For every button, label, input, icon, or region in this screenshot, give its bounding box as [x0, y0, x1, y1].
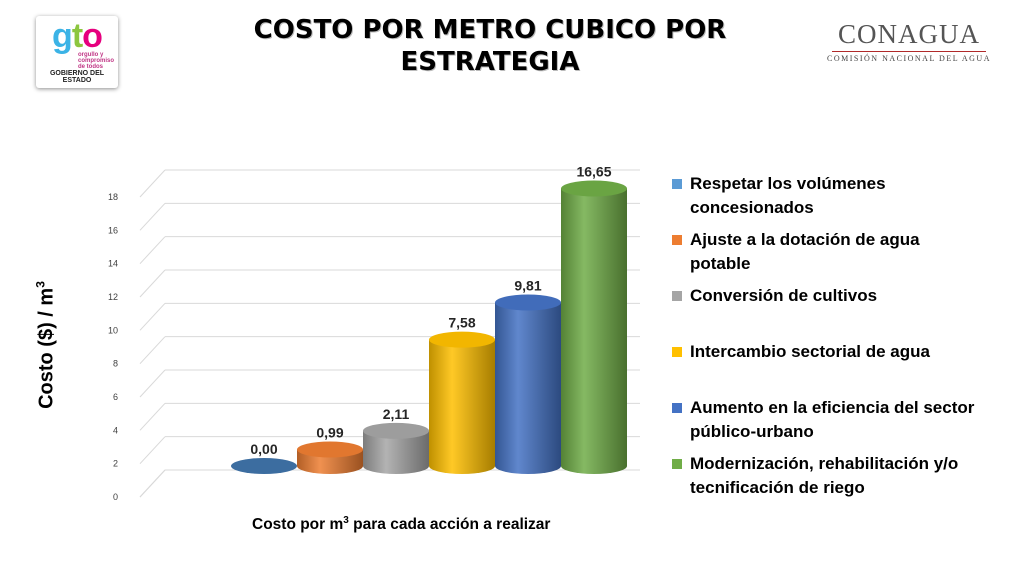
- legend-swatch: [672, 235, 682, 245]
- y-tick-label: 4: [113, 425, 118, 435]
- legend-label-line1: Modernización, rehabilitación y/o: [690, 454, 959, 473]
- gto-logo-wordmark: gto: [52, 17, 103, 55]
- chart-bar: [561, 180, 627, 474]
- legend-label-line2: potable: [690, 254, 751, 273]
- y-tick-label: 10: [108, 325, 118, 335]
- legend-label-line1: Aumento en la eficiencia del sector: [690, 398, 975, 417]
- conagua-logo-subtitle: COMISIÓN NACIONAL DEL AGUA: [827, 54, 991, 63]
- y-tick-label: 14: [108, 259, 118, 269]
- legend-label-line1: Ajuste a la dotación de agua: [690, 230, 920, 249]
- legend-label: Aumento en la eficiencia del sector públi…: [690, 396, 1010, 444]
- gto-logo-tagline: orgullo y compromiso de todos: [78, 52, 115, 70]
- legend-label-line1: Respetar los volúmenes: [690, 174, 886, 193]
- bar-body: [429, 339, 495, 474]
- y-tick-label: 18: [108, 192, 118, 202]
- bar-value-label: 7,58: [448, 315, 475, 331]
- gridline-side: [139, 436, 166, 465]
- bar-value-label: 0,99: [316, 425, 343, 441]
- legend-label-line1: Conversión de cultivos: [690, 286, 878, 305]
- legend-swatch: [672, 179, 682, 189]
- conagua-logo: CONAGUA COMISIÓN NACIONAL DEL AGUA: [824, 18, 994, 68]
- page-title-line2: ESTRATEGIA: [400, 47, 580, 77]
- gto-logo: gto orgullo y compromiso de todos GOBIER…: [36, 16, 118, 88]
- y-tick-label: 16: [108, 225, 118, 235]
- chart-bar: [429, 331, 495, 474]
- legend-swatch: [672, 403, 682, 413]
- bar-value-label: 0,00: [250, 441, 277, 457]
- y-axis-title: Costo ($) / m3: [33, 281, 58, 409]
- chart-bars: [231, 180, 627, 474]
- conagua-logo-divider: [832, 51, 986, 52]
- bar-body: [363, 430, 429, 474]
- legend-swatch: [672, 291, 682, 301]
- page-title: COSTO POR METRO CUBICO POR ESTRATEGIA: [190, 14, 790, 78]
- bar-body: [495, 302, 561, 474]
- bar-value-label: 9,81: [514, 278, 541, 294]
- y-tick-label: 12: [108, 292, 118, 302]
- gridline-side: [139, 402, 166, 431]
- legend-label-line1: Intercambio sectorial de agua: [690, 342, 930, 361]
- bar-top: [429, 331, 495, 348]
- legend-label: Respetar los volúmenes concesionados: [690, 172, 1010, 220]
- y-tick-label: 8: [113, 359, 118, 369]
- floor-edge: [139, 469, 166, 498]
- chart-bar: [363, 422, 429, 474]
- chart-bar: [495, 294, 561, 474]
- chart-bar: [231, 458, 297, 474]
- page-title-line1: COSTO POR METRO CUBICO POR: [253, 15, 727, 45]
- chart-bar: [297, 441, 363, 474]
- bar-top: [297, 441, 363, 458]
- gridline-side: [139, 236, 166, 265]
- bar-value-label: 16,65: [576, 164, 611, 180]
- gto-logo-subtitle: GOBIERNO DEL ESTADO: [49, 70, 105, 84]
- y-tick-label: 6: [113, 392, 118, 402]
- gridline-side: [139, 369, 166, 398]
- chart-labels: 0 2 4 6 8 10 12 14 16 18 0,00 0,99 2,11 7,58 9,81 16,65: [108, 164, 612, 503]
- legend-swatch: [672, 347, 682, 357]
- y-tick-label: 0: [113, 492, 118, 502]
- bar-top: [561, 180, 627, 197]
- bar-top: [363, 422, 429, 439]
- gridline-side: [139, 169, 166, 198]
- legend-label-line2: tecnificación de riego: [690, 478, 865, 497]
- gridline-side: [139, 202, 166, 231]
- legend-label-line2: público-urbano: [690, 422, 814, 441]
- legend-label: Intercambio sectorial de agua: [690, 340, 1010, 364]
- gridline-side: [139, 336, 166, 365]
- legend-label: Modernización, rehabilitación y/o tecnifi…: [690, 452, 1010, 500]
- bar-body: [561, 188, 627, 474]
- gridline-side: [139, 269, 166, 298]
- bar-top: [231, 458, 297, 474]
- legend-label-line2: concesionados: [690, 198, 814, 217]
- legend-label: Conversión de cultivos: [690, 284, 1010, 308]
- legend-swatch: [672, 459, 682, 469]
- gridline-side: [139, 302, 166, 331]
- bar-value-label: 2,11: [383, 406, 410, 422]
- conagua-logo-wordmark: CONAGUA: [838, 19, 980, 49]
- legend-label: Ajuste a la dotación de agua potable: [690, 228, 1010, 276]
- bar-top: [495, 294, 561, 311]
- y-tick-label: 2: [113, 459, 118, 469]
- x-axis-title: Costo por m3 para cada acción a realizar: [252, 515, 551, 534]
